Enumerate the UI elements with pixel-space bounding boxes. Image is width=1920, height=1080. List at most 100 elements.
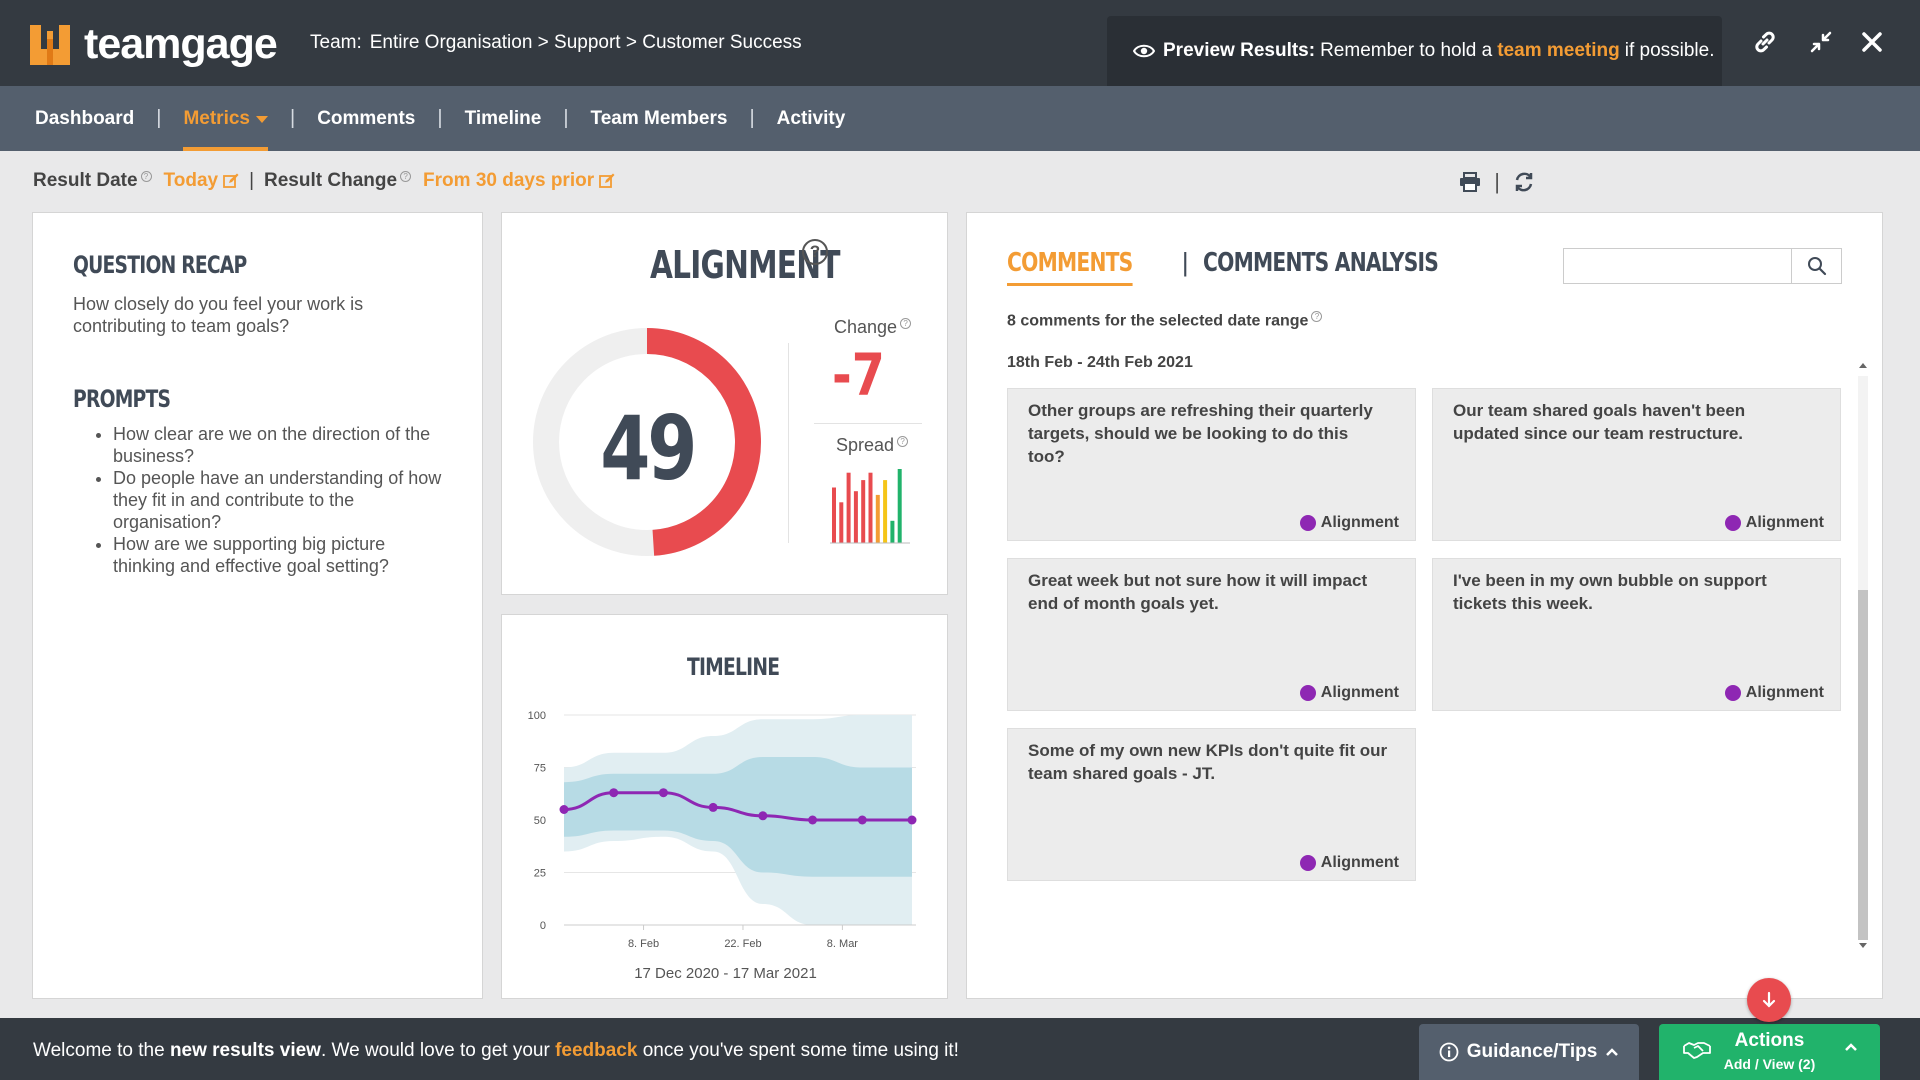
result-date-label: Result Date? [33,170,152,192]
tab-timeline[interactable]: Timeline [464,107,542,129]
help-icon[interactable]: ? [802,239,828,265]
tag-dot-icon [1724,515,1741,531]
comment-tag: Alignment [1299,854,1399,872]
change-value: -7 [832,341,885,409]
search-icon [1807,257,1826,276]
y-tick-label: 100 [528,710,546,722]
scrollbar-thumb[interactable] [1858,590,1868,940]
timeline-chart[interactable]: 0 25 50 75 100 8. Feb 22. Feb 8. Mar [502,685,949,955]
timeline-title: TIMELINE [687,653,780,681]
comment-card[interactable]: I've been in my own bubble on support ti… [1432,558,1841,711]
close-icon[interactable] [1856,26,1888,58]
spread-bar [868,472,873,543]
info-icon [1439,1042,1459,1062]
preview-text-end: if possible. [1624,40,1715,61]
edit-icon [223,173,239,188]
help-icon[interactable]: ? [897,436,909,447]
help-icon[interactable]: ? [900,318,912,329]
recap-title: QUESTION RECAP [73,251,247,279]
y-tick-label: 75 [534,763,546,775]
tab-comments-analysis[interactable]: COMMENTS ANALYSIS [1202,247,1439,278]
spread-chart[interactable] [830,467,910,549]
actions-title: Actions [1734,1030,1805,1051]
comment-card[interactable]: Our team shared goals haven't been updat… [1432,388,1841,541]
preview-text: Remember to hold a [1320,40,1493,61]
result-date-picker[interactable]: Today [164,170,240,192]
tag-dot-icon [1299,685,1316,701]
logo-text: teamgage [84,20,278,68]
edit-icon [599,173,615,188]
nav-separator: | [289,107,296,129]
chevron-up-icon [1606,1048,1619,1056]
scroll-down-button[interactable] [1747,978,1791,1022]
result-change-picker[interactable]: From 30 days prior [423,170,615,192]
result-filters: Result Date? Today | Result Change? From… [33,170,615,192]
data-point [609,788,619,798]
link-icon[interactable] [1749,26,1781,58]
tab-comments[interactable]: Comments [317,107,416,129]
comment-tag: Alignment [1724,514,1824,532]
comment-card[interactable]: Some of my own new KPIs don't quite fit … [1007,728,1416,881]
tab-activity[interactable]: Activity [776,107,846,129]
prompt-item: Do people have an understanding of how t… [113,467,443,533]
prompts-title: PROMPTS [73,385,171,413]
toolbar-icons: | [1456,168,1538,196]
scroll-up-icon[interactable] [1859,363,1867,368]
actions-button[interactable]: Actions Add / View (2) [1659,1024,1880,1080]
spread-bar [883,480,888,543]
tab-metrics[interactable]: Metrics [183,86,268,151]
help-icon[interactable]: ? [140,170,152,182]
top-bar: teamgage Team: Entire Organisation > Supp… [0,0,1920,86]
team-path[interactable]: Entire Organisation > Support > Customer… [369,32,802,53]
search-input[interactable] [1564,249,1791,283]
timeline-panel: TIMELINE 0 25 50 75 100 8. Feb 22. Feb 8. Mar 1… [501,614,948,999]
y-tick-label: 50 [534,815,546,827]
guidance-tips-button[interactable]: Guidance/Tips [1419,1024,1639,1080]
comment-card[interactable]: Great week but not sure how it will impa… [1007,558,1416,711]
spread-bar [875,494,880,543]
comment-text: Some of my own new KPIs don't quite fit … [1028,741,1388,783]
feedback-link[interactable]: feedback [555,1040,638,1061]
tab-comments-list[interactable]: COMMENTS [1007,248,1133,286]
comments-tabs: COMMENTS | COMMENTS ANALYSIS [1007,247,1504,286]
spread-bar [890,520,895,543]
data-point [758,811,768,821]
help-icon[interactable]: ? [1311,311,1323,322]
data-point [708,802,718,812]
team-meeting-link[interactable]: team meeting [1497,40,1620,61]
guidance-label: Guidance/Tips [1466,1041,1598,1062]
spread-bar [839,502,844,543]
prompts-list: How clear are we on the direction of the… [73,423,443,577]
data-point [559,805,569,814]
comments-date-range: 18th Feb - 24th Feb 2021 [1007,354,1193,371]
tab-team-members[interactable]: Team Members [590,107,728,129]
nav-separator: | [749,107,755,129]
prompt-item: How are we supporting big picture thinki… [113,533,443,577]
data-point [857,815,867,825]
team-breadcrumb: Team: Entire Organisation > Support > Cus… [310,32,802,54]
tag-dot-icon [1299,855,1316,871]
spread-bar [853,491,858,543]
search-button[interactable] [1791,249,1841,283]
divider [788,343,789,543]
scroll-down-icon[interactable] [1859,943,1867,948]
comment-card[interactable]: Other groups are refreshing their quarte… [1007,388,1416,541]
comments-scrollbar[interactable] [1856,358,1870,953]
y-tick-label: 25 [534,868,546,880]
comments-count: 8 comments for the selected date range? [1007,311,1323,330]
tab-dashboard[interactable]: Dashboard [35,107,135,129]
chevron-up-icon [1845,1043,1857,1051]
refresh-icon[interactable] [1510,168,1538,196]
spread-bar [861,480,866,543]
tab-metrics-label: Metrics [183,107,250,129]
print-icon[interactable] [1456,168,1484,196]
arrow-down-icon [1762,991,1776,1008]
compress-icon[interactable] [1805,26,1837,58]
filter-separator: | [249,170,255,191]
help-icon[interactable]: ? [400,170,412,182]
logo[interactable]: teamgage [30,20,278,69]
nav-separator: | [437,107,443,129]
spread-bar [846,472,851,543]
alignment-score: 49 [600,397,697,500]
handshake-icon [1683,1042,1711,1059]
